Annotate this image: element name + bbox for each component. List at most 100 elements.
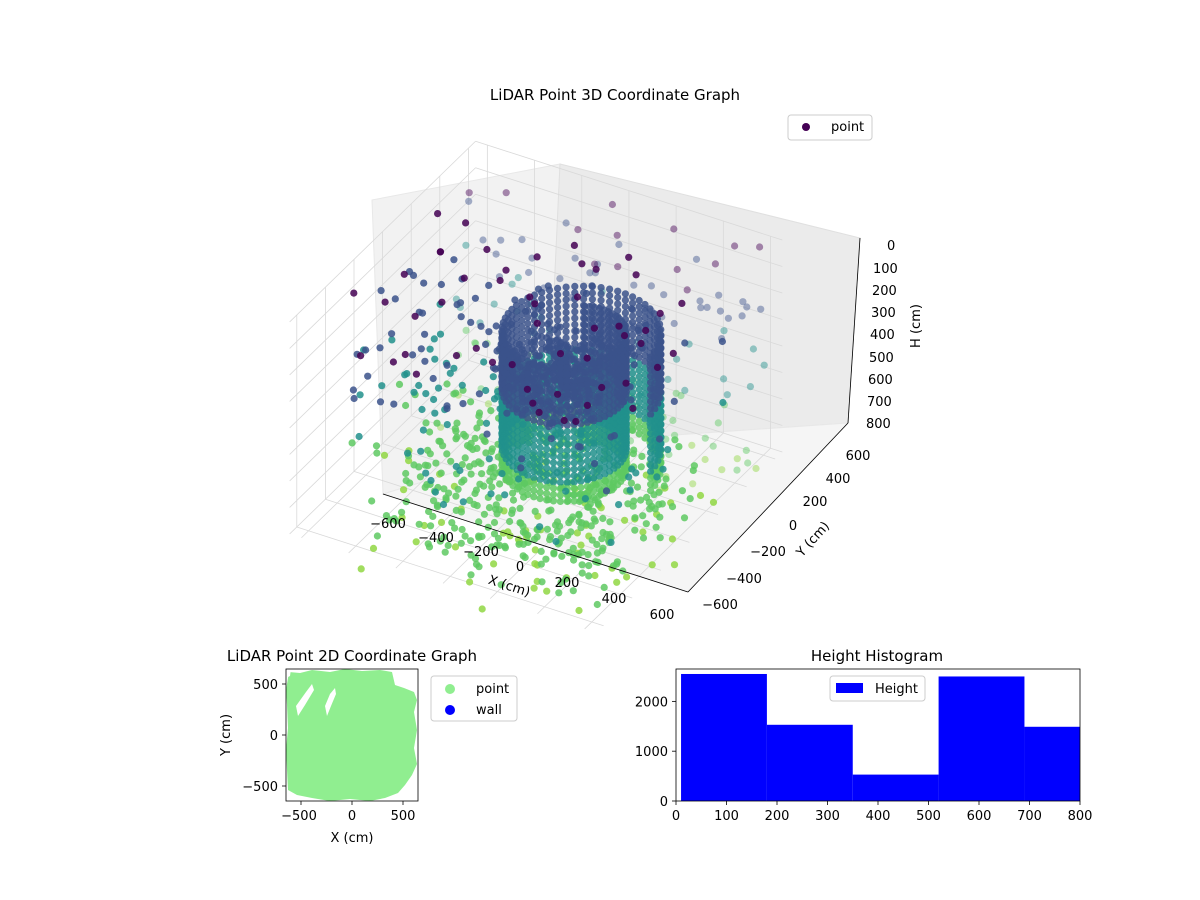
data-point xyxy=(581,328,589,336)
data-point xyxy=(583,374,592,382)
data-point xyxy=(546,533,555,541)
data-point xyxy=(425,507,433,516)
data-point xyxy=(554,424,562,432)
data-point xyxy=(518,380,526,388)
data-point xyxy=(571,308,579,316)
data-point xyxy=(412,538,420,546)
data-point xyxy=(524,408,532,416)
data-point xyxy=(571,333,579,341)
data-point xyxy=(446,369,454,377)
data-point xyxy=(533,319,541,327)
data-point xyxy=(635,405,643,413)
data-point xyxy=(647,353,655,361)
data-point xyxy=(409,351,417,359)
data-point xyxy=(591,349,599,357)
data-point xyxy=(570,370,578,378)
x-tick-label: 200 xyxy=(765,809,790,824)
gap-corner xyxy=(402,780,418,801)
data-point xyxy=(490,560,498,568)
data-point xyxy=(595,377,603,385)
data-point xyxy=(680,514,689,522)
data-point xyxy=(538,288,546,296)
data-point xyxy=(471,434,479,442)
data-point xyxy=(563,472,571,480)
data-point xyxy=(392,517,400,525)
y-tick-label: 600 xyxy=(846,449,871,464)
data-point xyxy=(433,419,441,427)
data-point xyxy=(549,401,558,410)
data-point xyxy=(451,425,459,433)
data-point xyxy=(556,275,564,283)
data-point xyxy=(543,439,551,447)
data-point xyxy=(422,419,430,427)
data-point xyxy=(537,560,545,568)
data-point xyxy=(536,425,544,433)
data-point xyxy=(530,467,538,475)
data-point xyxy=(530,493,538,501)
data-point xyxy=(501,542,509,550)
data-point xyxy=(628,426,636,434)
data-point xyxy=(536,444,544,452)
data-point xyxy=(490,518,499,527)
data-point xyxy=(530,584,538,592)
height-histogram-chart: Height Histogram 0 100 200 300 400 500 600 700 8… xyxy=(635,647,1093,824)
data-point xyxy=(671,436,679,444)
data-point xyxy=(519,522,527,530)
data-point xyxy=(642,520,650,528)
data-point xyxy=(547,435,555,443)
data-point xyxy=(613,231,621,239)
grid-line xyxy=(489,417,677,599)
data-point xyxy=(492,322,500,330)
data-point xyxy=(629,299,637,307)
data-point xyxy=(672,389,680,397)
data-point xyxy=(506,517,514,526)
data-point xyxy=(560,416,568,425)
data-point xyxy=(378,382,386,390)
data-point xyxy=(556,497,565,505)
data-point xyxy=(573,529,582,537)
data-point xyxy=(543,381,551,390)
data-point xyxy=(536,469,544,477)
data-point xyxy=(571,321,579,329)
data-point xyxy=(570,363,578,372)
data-point xyxy=(524,363,532,371)
data-point xyxy=(629,369,637,377)
data-point xyxy=(465,197,473,205)
data-point xyxy=(647,474,655,482)
data-point xyxy=(583,354,591,362)
data-point xyxy=(716,307,725,315)
data-point xyxy=(582,289,591,298)
data-point xyxy=(647,282,656,290)
data-point xyxy=(524,320,532,328)
legend-marker-height xyxy=(836,683,863,693)
data-point xyxy=(600,583,608,592)
data-point xyxy=(615,322,623,330)
data-point xyxy=(563,370,571,378)
data-point xyxy=(481,437,489,446)
data-point xyxy=(553,527,561,535)
data-point xyxy=(647,487,655,495)
data-point xyxy=(621,296,630,304)
data-point xyxy=(563,447,571,455)
data-point xyxy=(595,491,603,500)
legend-marker-point xyxy=(445,684,455,694)
data-point xyxy=(548,337,556,345)
data-point xyxy=(619,355,627,363)
data-point xyxy=(524,433,532,441)
data-point xyxy=(433,501,441,509)
data-point xyxy=(530,416,538,425)
data-point xyxy=(518,310,526,318)
data-point xyxy=(656,513,664,521)
data-point xyxy=(469,445,477,454)
data-point xyxy=(641,300,649,309)
data-point xyxy=(531,507,539,515)
data-point xyxy=(595,364,603,372)
data-point xyxy=(673,265,681,274)
data-point xyxy=(443,361,451,369)
data-point xyxy=(554,310,562,318)
data-point xyxy=(601,457,609,465)
data-point xyxy=(635,309,643,317)
data-point xyxy=(550,354,558,362)
data-point xyxy=(535,408,543,416)
data-point xyxy=(670,225,678,233)
